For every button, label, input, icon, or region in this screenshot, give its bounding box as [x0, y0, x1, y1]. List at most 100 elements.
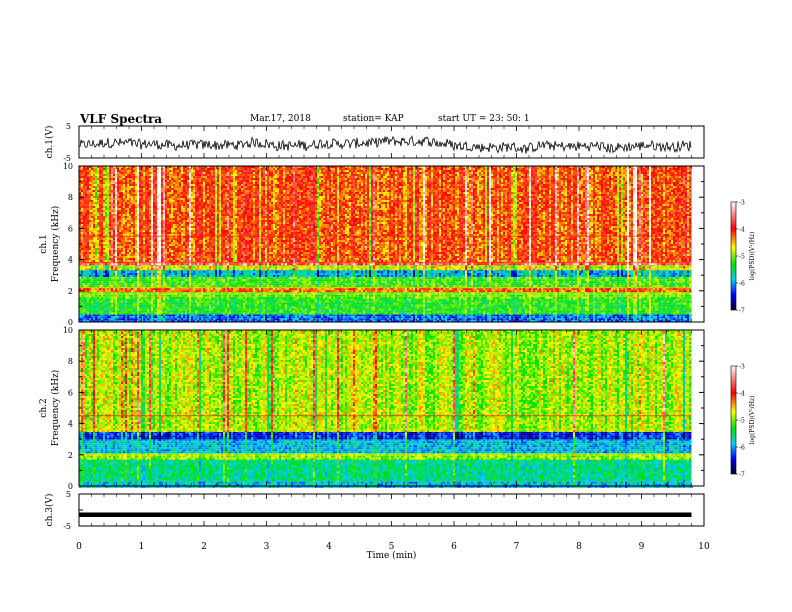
- heatmap-cell: [137, 318, 139, 320]
- heatmap-cell: [507, 316, 509, 318]
- heatmap-cell: [255, 316, 257, 318]
- heatmap-cell: [277, 316, 279, 318]
- heatmap-cell: [427, 316, 429, 318]
- heatmap-cell: [677, 316, 679, 318]
- heatmap-cell: [623, 316, 625, 318]
- heatmap-cell: [343, 316, 345, 318]
- heatmap-cell: [147, 318, 149, 320]
- heatmap-cell: [299, 318, 301, 320]
- heatmap-cell: [297, 318, 299, 320]
- heatmap-cell: [249, 318, 251, 320]
- heatmap-cell: [235, 318, 237, 320]
- heatmap-cell: [183, 318, 185, 320]
- heatmap-cell: [207, 318, 209, 320]
- heatmap-cell: [219, 318, 221, 320]
- heatmap-cell: [117, 316, 119, 318]
- heatmap-cell: [605, 316, 607, 318]
- heatmap-cell: [93, 318, 95, 320]
- heatmap-cell: [189, 316, 191, 318]
- heatmap-cell: [657, 316, 659, 318]
- heatmap-cell: [111, 318, 113, 320]
- heatmap-cell: [521, 316, 523, 318]
- heatmap-cell: [209, 318, 211, 320]
- heatmap-cell: [361, 316, 363, 318]
- heatmap-cell: [263, 316, 265, 318]
- heatmap-cell: [639, 316, 641, 318]
- heatmap-cell: [145, 318, 147, 320]
- heatmap-cell: [449, 316, 451, 318]
- heatmap-cell: [323, 318, 325, 320]
- heatmap-cell: [151, 316, 153, 318]
- heatmap-cell: [491, 316, 493, 318]
- heatmap-cell: [493, 316, 495, 318]
- heatmap-cell: [205, 316, 207, 318]
- heatmap-cell: [217, 316, 219, 318]
- heatmap-cell: [425, 316, 427, 318]
- heatmap-cell: [133, 316, 135, 318]
- heatmap-cell: [99, 318, 101, 320]
- heatmap-cell: [261, 318, 263, 320]
- heatmap-cell: [167, 318, 169, 320]
- heatmap-cell: [283, 318, 285, 320]
- heatmap-cell: [333, 316, 335, 318]
- heatmap-cell: [255, 318, 257, 320]
- heatmap-cell: [335, 316, 337, 318]
- heatmap-cell: [213, 316, 215, 318]
- heatmap-cell: [667, 316, 669, 318]
- heatmap-cell: [181, 316, 183, 318]
- heatmap-cell: [317, 316, 319, 318]
- heatmap-cell: [83, 318, 85, 320]
- heatmap-cell: [243, 316, 245, 318]
- heatmap-cell: [291, 316, 293, 318]
- heatmap-cell: [583, 316, 585, 318]
- heatmap-cell: [395, 316, 397, 318]
- heatmap-cell: [671, 316, 673, 318]
- heatmap-cell: [175, 318, 177, 320]
- heatmap-cell: [227, 316, 229, 318]
- heatmap-cell: [439, 316, 441, 318]
- heatmap-cell: [169, 318, 171, 320]
- heatmap-cell: [459, 316, 461, 318]
- heatmap-cell: [689, 316, 691, 318]
- heatmap-cell: [273, 318, 275, 320]
- heatmap-cell: [213, 318, 215, 320]
- heatmap-cell: [305, 316, 307, 318]
- heatmap-cell: [393, 316, 395, 318]
- heatmap-cell: [269, 316, 271, 318]
- heatmap-cell: [377, 316, 379, 318]
- heatmap-cell: [681, 316, 683, 318]
- heatmap-cell: [539, 316, 541, 318]
- heatmap-cell: [119, 316, 121, 318]
- heatmap-cell: [347, 316, 349, 318]
- heatmap-cell: [611, 316, 613, 318]
- heatmap-cell: [417, 316, 419, 318]
- heatmap-cell: [379, 316, 381, 318]
- heatmap-cell: [659, 316, 661, 318]
- heatmap-cell: [421, 316, 423, 318]
- heatmap-cell: [325, 318, 327, 320]
- ch1-spectrogram-heatmap: [79, 166, 704, 322]
- heatmap-cell: [245, 316, 247, 318]
- heatmap-cell: [463, 316, 465, 318]
- heatmap-cell: [495, 316, 497, 318]
- heatmap-cell: [559, 316, 561, 318]
- heatmap-cell: [273, 316, 275, 318]
- heatmap-cell: [405, 316, 407, 318]
- heatmap-cell: [547, 316, 549, 318]
- heatmap-cell: [293, 316, 295, 318]
- heatmap-cell: [229, 316, 231, 318]
- heatmap-cell: [253, 316, 255, 318]
- heatmap-cell: [223, 318, 225, 320]
- heatmap-cell: [123, 316, 125, 318]
- heatmap-cell: [189, 318, 191, 320]
- heatmap-cell: [357, 316, 359, 318]
- heatmap-cell: [543, 316, 545, 318]
- heatmap-cell: [601, 316, 603, 318]
- heatmap-cell: [529, 316, 531, 318]
- heatmap-cell: [535, 316, 537, 318]
- heatmap-cell: [131, 316, 133, 318]
- ch1-wave-y-tick-label: 5: [66, 122, 71, 131]
- heatmap-cell: [259, 316, 261, 318]
- heatmap-cell: [351, 316, 353, 318]
- heatmap-cell: [233, 316, 235, 318]
